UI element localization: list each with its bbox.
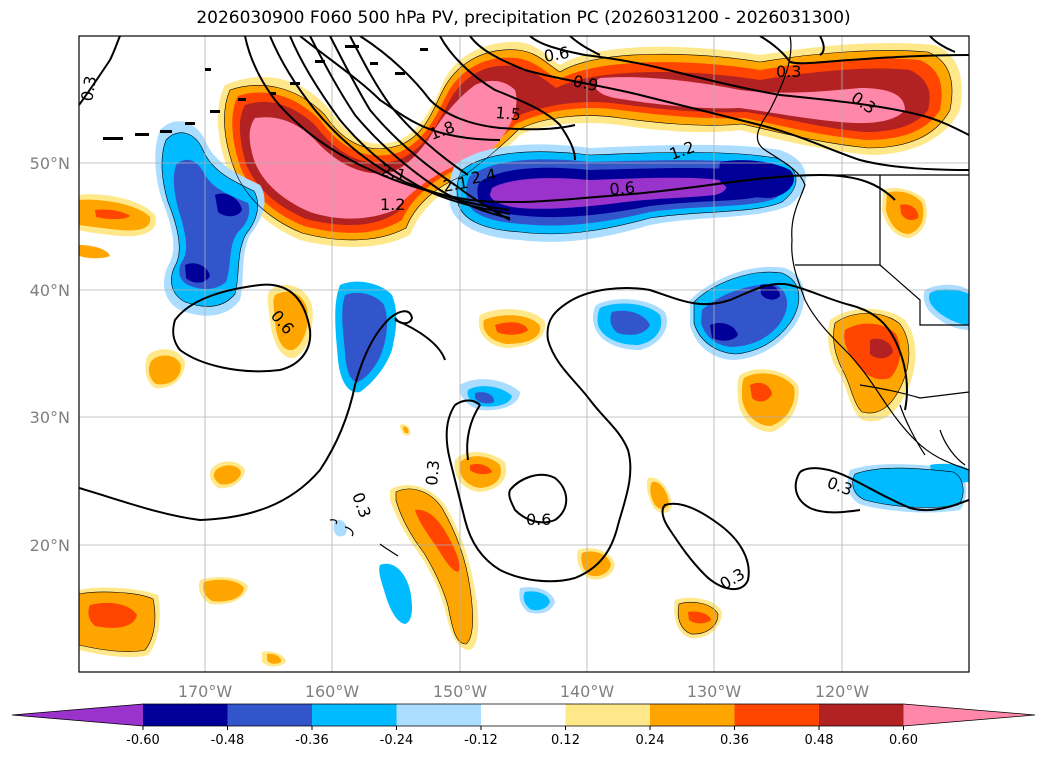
- lon-label-130w: 130°W: [687, 682, 742, 701]
- lat-label-30n: 30°N: [30, 408, 70, 427]
- colorbar-segment: [565, 704, 651, 726]
- colorbar-tick-label: -0.24: [380, 733, 414, 748]
- lon-label-150w: 150°W: [433, 682, 488, 701]
- contour-label: 2.4: [469, 165, 497, 188]
- latitude-labels: 50°N 40°N 30°N 20°N: [30, 154, 70, 555]
- colorbar-segment: [143, 704, 228, 726]
- contour-label: 0.6: [609, 178, 636, 199]
- contour-label: 0.6: [542, 43, 570, 66]
- colorbar-segment: [734, 704, 820, 726]
- colorbar-tick-label: 0.24: [636, 733, 665, 748]
- colorbar-segment: [481, 704, 566, 726]
- lon-label-170w: 170°W: [178, 682, 233, 701]
- colorbar-segment: [650, 704, 735, 726]
- precipitation-fill: [79, 41, 969, 667]
- lon-label-140w: 140°W: [560, 682, 615, 701]
- map-frame: [78, 35, 970, 673]
- lon-label-160w: 160°W: [305, 682, 360, 701]
- contour-label: 0.3: [422, 459, 443, 486]
- precipitation-outlines: [79, 49, 964, 652]
- colorbar-tick-label: 0.12: [551, 733, 580, 748]
- colorbar-segment: [396, 704, 482, 726]
- colorbar-segment: [227, 704, 313, 726]
- map-panel: 0.3 0.6 0.9 0.3 0.3 1.8 1.5 2.1 2.1 2.4 …: [77, 36, 969, 672]
- colorbar-tick-label: -0.12: [464, 733, 498, 748]
- colorbar-tick-label: -0.48: [211, 733, 245, 748]
- contour-label: 1.2: [380, 195, 405, 214]
- contour-label: 0.3: [348, 490, 375, 520]
- contour-label: 0.3: [776, 62, 801, 81]
- contour-label: 0.3: [717, 564, 749, 593]
- colorbar-tick-label: 0.60: [889, 733, 918, 748]
- colorbar-segment: [903, 704, 1035, 726]
- colorbar-segment: [312, 704, 397, 726]
- contour-label: 0.9: [571, 71, 600, 95]
- map-title: 2026030900 F060 500 hPa PV, precipitatio…: [196, 8, 851, 28]
- colorbar-tick-label: -0.60: [126, 733, 160, 748]
- colorbar-tick-label: 0.36: [720, 733, 749, 748]
- graticule: [79, 36, 969, 672]
- lat-label-20n: 20°N: [30, 536, 70, 555]
- longitude-labels: 170°W 160°W 150°W 140°W 130°W 120°W: [178, 682, 870, 701]
- contour-label: 0.6: [526, 510, 551, 529]
- colorbar-tick-label: 0.48: [805, 733, 834, 748]
- contour-label: 1.5: [495, 103, 522, 124]
- pv-contours: [79, 36, 969, 590]
- contour-label: 0.3: [77, 74, 100, 102]
- colorbar-segment: [819, 704, 904, 726]
- contour-label: 2.1: [441, 173, 469, 196]
- lat-label-40n: 40°N: [30, 281, 70, 300]
- lat-label-50n: 50°N: [30, 154, 70, 173]
- colorbar: -0.60 -0.48 -0.36 -0.24 -0.12 0.12 0.24 0.36 0.4…: [11, 703, 1036, 748]
- lon-label-120w: 120°W: [815, 682, 870, 701]
- colorbar-segment: [12, 704, 143, 726]
- colorbar-tick-label: -0.36: [295, 733, 329, 748]
